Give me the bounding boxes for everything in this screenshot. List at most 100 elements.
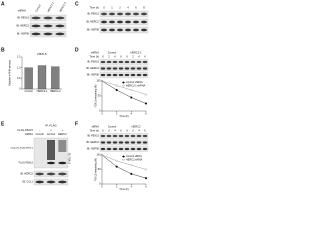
series-line	[101, 80, 147, 104]
band	[140, 28, 148, 32]
group-name: HERC2	[132, 125, 141, 129]
blot-label: IB: HSP90	[87, 147, 100, 151]
band	[112, 134, 118, 138]
band	[130, 60, 136, 64]
blot-label: IB: HERC2	[20, 172, 33, 176]
group-name: Control	[108, 51, 117, 55]
band	[142, 73, 148, 77]
blot	[99, 10, 149, 18]
band	[130, 67, 136, 70]
band	[46, 172, 56, 176]
band	[46, 180, 56, 184]
x-tick-label: 0	[101, 112, 103, 115]
band	[106, 141, 112, 144]
band	[118, 141, 124, 144]
lane-label: 0	[126, 55, 128, 59]
lane-label: 2	[132, 55, 134, 59]
band	[140, 12, 148, 16]
band	[118, 147, 124, 151]
time-label: Time (h)	[89, 129, 99, 133]
condition-label: FLAG-FBXL5	[17, 128, 33, 132]
point	[100, 153, 104, 157]
x-tick-label: HERC2-1	[37, 90, 48, 93]
band	[116, 28, 124, 32]
blot-label: IB: FBXL5	[87, 12, 99, 16]
series-line	[101, 80, 147, 95]
band	[108, 28, 116, 32]
band	[100, 73, 106, 77]
x-axis-label: Time (h)	[119, 187, 129, 191]
smear	[47, 140, 55, 160]
x-tick-label: 6	[145, 112, 147, 115]
point	[144, 168, 148, 171]
band	[142, 141, 148, 144]
band	[106, 147, 112, 151]
legend-marker	[122, 158, 125, 161]
blot	[99, 146, 149, 152]
blot-label: IB: FBXL5	[87, 134, 99, 138]
x-axis-label: Time (h)	[119, 114, 129, 118]
lane-label: 4	[114, 129, 116, 133]
band	[142, 134, 148, 138]
lane-label: 2	[108, 129, 110, 133]
lane-label: 0	[102, 55, 104, 59]
lane-label: 6	[120, 55, 122, 59]
band	[108, 20, 116, 24]
band	[106, 73, 112, 77]
band	[136, 134, 142, 138]
band	[31, 32, 41, 36]
point	[115, 84, 118, 87]
y-axis-label: Relative mRNA amount	[9, 60, 12, 86]
y-tick-label: 0	[19, 88, 21, 91]
lane-label: 4	[138, 129, 140, 133]
lane-label: 2	[132, 129, 134, 133]
blot-label: IB: HSP90	[87, 28, 100, 32]
y-tick-label: 50	[98, 95, 101, 98]
panel-letter: C	[75, 1, 79, 7]
band	[106, 60, 112, 64]
band	[100, 28, 108, 32]
band	[142, 67, 148, 70]
band	[58, 172, 67, 176]
legend-label: HERC2-1 shRNA	[126, 84, 146, 87]
band	[124, 20, 132, 24]
smear-label: FLAG-FBXL5	[19, 162, 34, 165]
bar	[51, 66, 60, 90]
band	[100, 141, 106, 144]
band	[55, 16, 65, 20]
band	[130, 73, 136, 77]
lane-label: 0	[102, 129, 104, 133]
blot-label: IB: HERC2	[86, 66, 99, 70]
condition-label: shRNA	[25, 132, 33, 136]
lane-label: 6	[144, 129, 146, 133]
lane-label: 6	[120, 129, 122, 133]
band	[136, 60, 142, 64]
band	[124, 67, 130, 70]
band	[124, 141, 130, 144]
band	[100, 12, 108, 16]
band	[118, 134, 124, 138]
panel-letter: E	[1, 121, 5, 127]
point	[130, 96, 133, 99]
legend-label: Control shRNA	[126, 81, 143, 84]
band	[142, 60, 148, 64]
page: {"panel_a":{"letter":"A","group_label":"…	[0, 0, 150, 192]
header: IP: FLAG	[45, 124, 57, 128]
band	[124, 147, 130, 151]
band	[106, 134, 112, 138]
time-label: Time (h)	[89, 55, 99, 59]
band	[124, 60, 130, 64]
group-label: Time (h)	[89, 6, 99, 10]
band	[112, 60, 118, 64]
band	[140, 20, 148, 24]
y-tick-label: 0.5	[17, 77, 21, 80]
blot-label: IB: HERC2	[86, 20, 99, 24]
lane-label: 6	[135, 6, 137, 10]
point	[130, 88, 133, 92]
lane-label: Control	[34, 3, 42, 13]
panel-letter: F	[75, 121, 78, 127]
band	[47, 161, 55, 165]
band	[100, 60, 106, 64]
lane-label: Control	[47, 132, 56, 136]
x-tick-label: 2	[116, 112, 118, 115]
